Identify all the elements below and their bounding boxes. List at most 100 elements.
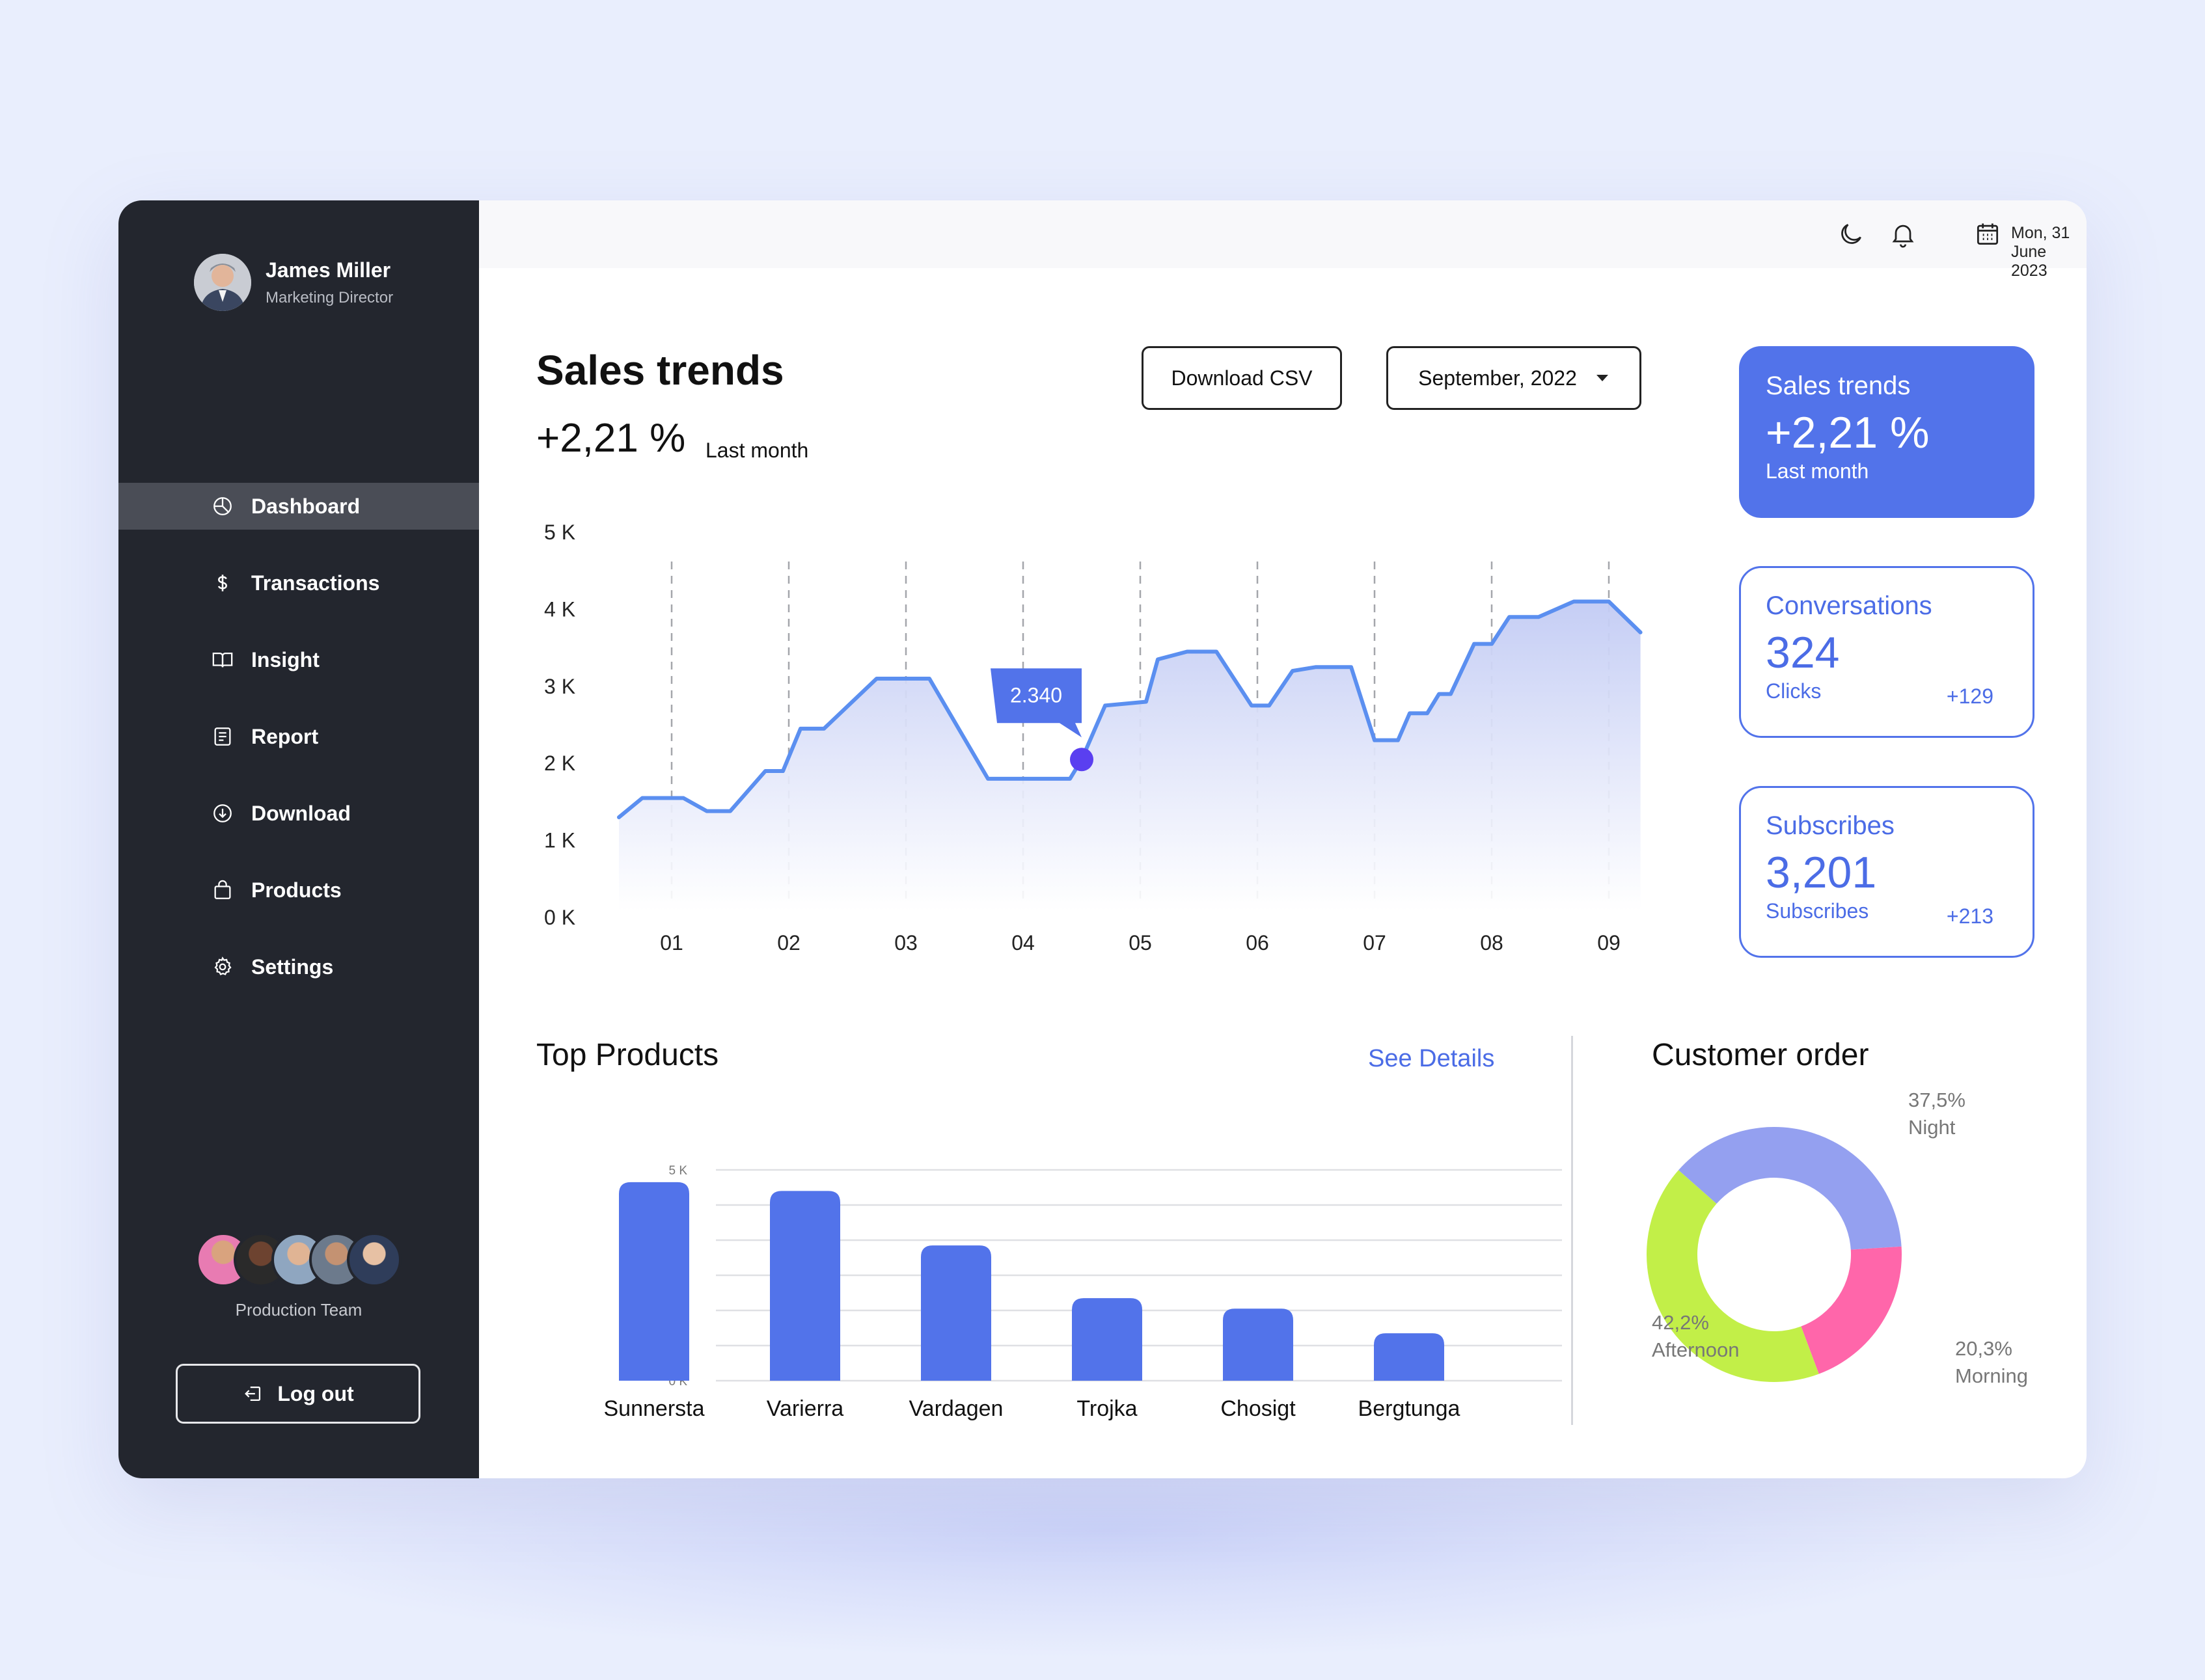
y-tick-label: 5 K xyxy=(544,521,575,544)
donut-label-value: 37,5% xyxy=(1908,1089,1965,1111)
y-tick-label: 1 K xyxy=(544,829,575,852)
donut-label-name: Night xyxy=(1908,1116,1956,1139)
sales-area-fill xyxy=(619,601,1641,911)
value-tooltip xyxy=(991,668,1082,738)
user-role: Marketing Director xyxy=(266,288,394,306)
customer-order-title: Customer order xyxy=(1652,1038,1869,1072)
avatar xyxy=(194,254,251,311)
page-title: Sales trends xyxy=(536,347,784,394)
x-tick-label: 01 xyxy=(660,931,683,955)
donut-label-night: 37,5% Night xyxy=(1908,1087,1965,1141)
bar-category-label: Sunnersta xyxy=(604,1396,705,1421)
bar xyxy=(1374,1333,1444,1381)
top-products-title: Top Products xyxy=(536,1038,719,1072)
sidebar-item-settings[interactable]: Settings xyxy=(118,943,479,990)
stat-value: 324 xyxy=(1766,628,1840,677)
sidebar-item-label: Products xyxy=(251,878,342,902)
caret-down-icon xyxy=(1596,375,1608,381)
donut-label-value: 42,2% xyxy=(1652,1311,1709,1334)
bar-category-label: Bergtunga xyxy=(1358,1396,1460,1421)
x-tick-label: 09 xyxy=(1597,931,1621,955)
sidebar-item-label: Report xyxy=(251,724,319,748)
stat-title: Sales trends xyxy=(1766,372,1911,400)
value-tooltip-label: 2.340 xyxy=(1010,683,1062,707)
sidebar-item-dashboard[interactable]: Dashboard xyxy=(118,483,479,530)
sales-change: +2,21 % xyxy=(536,416,686,461)
y-tick-label: 3 K xyxy=(668,1269,687,1283)
donut-label-value: 20,3% xyxy=(1955,1337,2012,1360)
section-divider xyxy=(1571,1036,1573,1425)
top-bar: Mon, 31 June 2023 xyxy=(479,200,2087,280)
x-tick-label: 05 xyxy=(1129,931,1152,955)
logout-icon xyxy=(245,1386,261,1402)
sidebar-item-products[interactable]: Products xyxy=(118,867,479,914)
sidebar-item-report[interactable]: Report xyxy=(118,713,479,760)
x-tick-label: 06 xyxy=(1246,931,1269,955)
x-tick-label: 07 xyxy=(1363,931,1386,955)
y-tick-label: 2 K xyxy=(668,1305,687,1318)
dashboard-window: James Miller Marketing Director Dashboar… xyxy=(118,200,2087,1478)
gear-icon xyxy=(210,954,236,980)
sidebar-item-label: Download xyxy=(251,801,351,825)
sidebar-item-label: Transactions xyxy=(251,571,380,595)
download-csv-label: Download CSV xyxy=(1171,366,1313,390)
bar xyxy=(921,1245,991,1381)
month-select-value: September, 2022 xyxy=(1418,366,1577,390)
sidebar-nav: Dashboard Transactions Insight Report xyxy=(118,483,479,1020)
pie-chart-icon xyxy=(210,493,236,519)
download-icon xyxy=(210,800,236,826)
bar xyxy=(1223,1308,1293,1381)
y-tick-label: 5 K xyxy=(668,1199,687,1213)
current-date: Mon, 31 June 2023 xyxy=(2011,224,2070,280)
donut-label-name: Morning xyxy=(1955,1364,2028,1387)
sidebar-item-transactions[interactable]: Transactions xyxy=(118,560,479,606)
donut-label-name: Afternoon xyxy=(1652,1338,1740,1361)
y-tick-label: 1 K xyxy=(668,1340,687,1353)
sales-period: Last month xyxy=(705,439,809,462)
moon-icon[interactable] xyxy=(1837,220,1865,249)
x-tick-label: 02 xyxy=(777,931,801,955)
dollar-icon xyxy=(210,570,236,596)
donut-slice-morning xyxy=(1801,1246,1902,1374)
stat-sub: Clicks xyxy=(1766,679,1822,703)
stat-delta: +213 xyxy=(1946,904,1993,928)
highlight-point xyxy=(1070,748,1093,772)
sidebar-item-download[interactable]: Download xyxy=(118,790,479,837)
y-tick-label: 4 K xyxy=(668,1234,687,1248)
bar xyxy=(619,1182,689,1381)
logout-label: Log out xyxy=(277,1381,354,1405)
user-profile[interactable]: James Miller Marketing Director xyxy=(194,254,393,311)
production-team[interactable]: Production Team xyxy=(118,1232,479,1320)
x-tick-label: 08 xyxy=(1480,931,1503,955)
bar-category-label: Trojka xyxy=(1076,1396,1137,1421)
bar-category-label: Vardagen xyxy=(909,1396,1004,1421)
bar-category-label: Chosigt xyxy=(1220,1396,1296,1421)
sidebar-item-label: Settings xyxy=(251,955,334,979)
stat-value: 3,201 xyxy=(1766,848,1877,897)
stat-card-sales[interactable]: Sales trends +2,21 % Last month xyxy=(1739,346,2034,518)
stat-card-subscribes[interactable]: Subscribes 3,201 Subscribes +213 xyxy=(1739,786,2034,958)
book-icon xyxy=(210,647,236,673)
x-tick-label: 03 xyxy=(894,931,918,955)
y-tick-label: 0 K xyxy=(668,1375,687,1389)
see-details-link[interactable]: See Details xyxy=(1368,1045,1495,1072)
stat-card-conversations[interactable]: Conversations 324 Clicks +129 xyxy=(1739,566,2034,738)
sidebar: James Miller Marketing Director Dashboar… xyxy=(118,200,479,1478)
donut-label-afternoon: 42,2% Afternoon xyxy=(1652,1309,1739,1364)
logout-button[interactable]: Log out xyxy=(176,1364,420,1424)
bag-icon xyxy=(210,877,236,903)
stat-value: +2,21 % xyxy=(1766,408,1930,457)
calendar-icon[interactable] xyxy=(1973,220,2002,249)
y-tick-label: 5 K xyxy=(668,1164,687,1178)
bar-category-label: Varierra xyxy=(767,1396,843,1421)
bar xyxy=(1072,1298,1142,1381)
stat-sub: Last month xyxy=(1766,459,1869,483)
download-csv-button[interactable]: Download CSV xyxy=(1142,346,1342,410)
bell-icon[interactable] xyxy=(1889,220,1917,249)
donut-label-morning: 20,3% Morning xyxy=(1955,1335,2028,1390)
sidebar-item-insight[interactable]: Insight xyxy=(118,636,479,683)
bar xyxy=(770,1191,840,1381)
stat-title: Conversations xyxy=(1766,591,1932,620)
team-avatars xyxy=(118,1232,479,1287)
month-select[interactable]: September, 2022 xyxy=(1386,346,1641,410)
